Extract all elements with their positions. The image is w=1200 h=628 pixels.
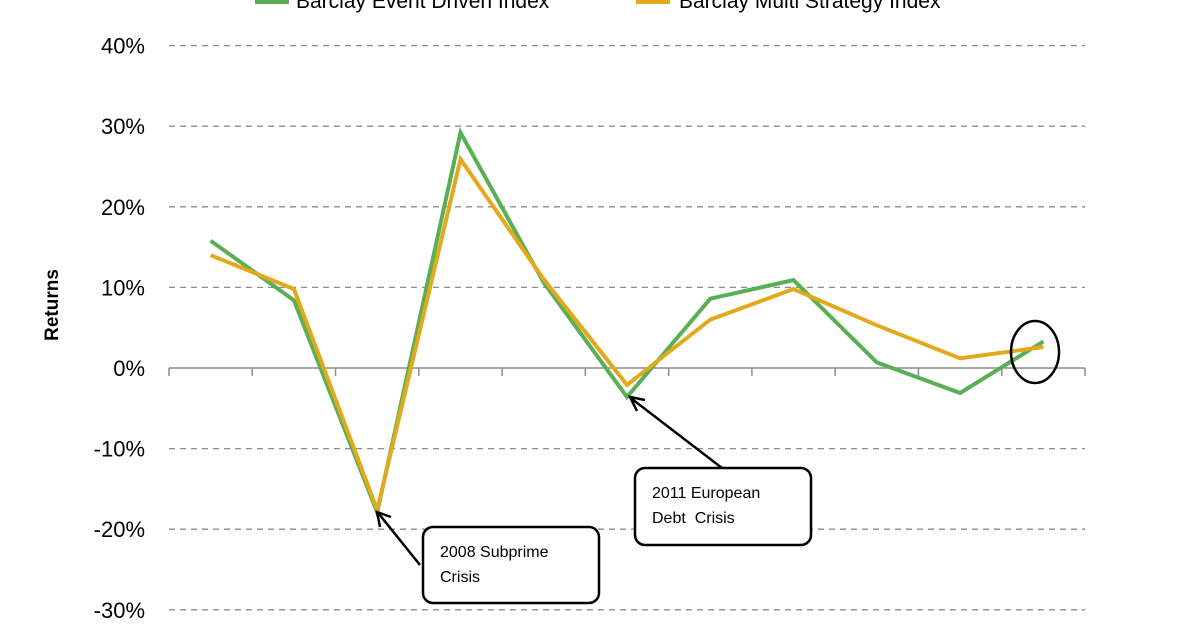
legend-swatch-multi-strategy xyxy=(636,0,670,4)
legend-label-event-driven: Barclay Event Driven Index xyxy=(296,0,550,13)
highlight-circle xyxy=(1009,319,1061,385)
y-tick-label: 0% xyxy=(113,356,145,381)
legend-label-multi-strategy: Barclay Multi Strategy Index xyxy=(679,0,941,13)
y-tick-label: 10% xyxy=(101,275,145,300)
y-tick-label: 40% xyxy=(101,34,145,59)
y-tick-label: 30% xyxy=(101,114,145,139)
y-tick-label: -10% xyxy=(94,437,145,462)
annotation-text-line1: 2008 Subprime xyxy=(440,544,549,561)
arrowhead-icon xyxy=(627,395,646,412)
legend: Barclay Event Driven Index Barclay Multi… xyxy=(255,0,941,13)
annotation-text-line2: Debt Crisis xyxy=(652,510,735,527)
legend-swatch-event-driven xyxy=(255,0,289,4)
y-axis-label: Returns xyxy=(42,269,63,341)
annotation-arrow xyxy=(631,398,723,469)
annotation-arrow xyxy=(378,513,421,566)
annotation-2011-european-debt: 2011 European Debt Crisis xyxy=(627,395,813,547)
y-tick-label: -20% xyxy=(94,517,145,542)
y-tick-label: -30% xyxy=(94,598,145,623)
arrowhead-icon xyxy=(375,510,392,528)
y-tick-label: 20% xyxy=(101,195,145,220)
annotation-text-line1: 2011 European xyxy=(652,485,760,502)
annotation-box xyxy=(421,525,601,605)
series-line-multi-strategy xyxy=(209,154,1044,517)
annotation-text-line2: Crisis xyxy=(440,569,480,586)
annotation-2008-subprime: 2008 Subprime Crisis xyxy=(375,510,601,605)
series-line-event-driven xyxy=(209,127,1045,520)
annotation-box xyxy=(633,466,813,547)
